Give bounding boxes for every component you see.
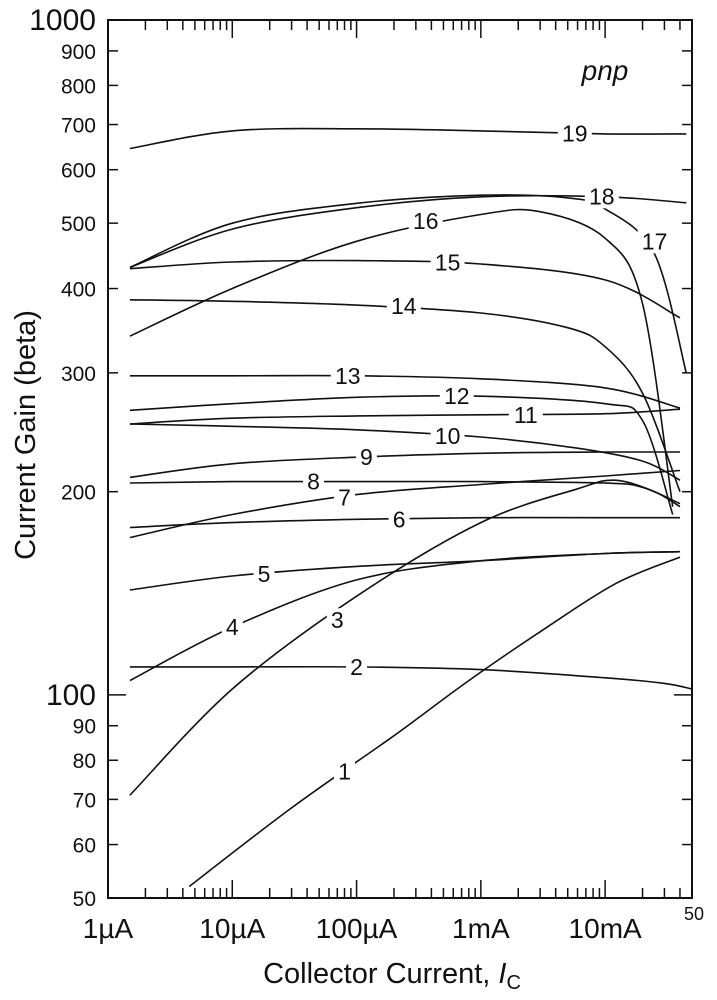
curve-label-bg — [508, 402, 543, 427]
curve-5 — [129, 550, 681, 591]
y-tick-label: 200 — [61, 482, 96, 505]
y-tick-label: 800 — [61, 75, 96, 98]
curve-label-14: 14 — [391, 293, 417, 319]
x-tick-label: 10µA — [199, 913, 265, 944]
y-tick-label: 500 — [61, 213, 96, 236]
curve-label-bg — [253, 562, 275, 587]
curve-label-bg — [408, 208, 443, 233]
y-tick-label: 50 — [73, 888, 96, 911]
curve-label-bg — [221, 615, 243, 640]
gain-curves — [129, 127, 693, 888]
curve-label-4: 4 — [226, 614, 239, 640]
y-tick-label: 1000 — [29, 4, 96, 37]
curve-17 — [129, 194, 688, 374]
curve-label-bg — [334, 759, 356, 784]
y-tick-label: 80 — [73, 750, 96, 773]
curve-label-bg — [430, 423, 465, 448]
y-tick-label: 900 — [61, 41, 96, 64]
curve-1 — [188, 556, 681, 888]
curve-label-1: 1 — [338, 758, 351, 784]
curve-label-bg — [637, 229, 672, 254]
curve-label-bg — [302, 469, 324, 494]
curve-label-11: 11 — [514, 402, 538, 428]
curve-15 — [129, 259, 681, 319]
curve-label-bg — [386, 293, 421, 318]
plot-frame — [107, 19, 693, 899]
curve-2 — [129, 665, 693, 690]
curve-label-bg — [557, 121, 592, 146]
curve-label-8: 8 — [307, 469, 320, 495]
curve-label-bg — [334, 485, 356, 510]
curve-7 — [129, 469, 681, 539]
curve-13 — [129, 374, 681, 409]
curve-14 — [129, 299, 681, 492]
curve-label-bg — [584, 184, 619, 209]
x-tick-label: 1µA — [83, 913, 134, 944]
curve-label-19: 19 — [562, 120, 588, 146]
curve-label-bg — [346, 654, 368, 679]
curve-label-16: 16 — [413, 208, 439, 234]
curve-16 — [129, 208, 674, 507]
y-tick-label: 70 — [73, 789, 96, 812]
y-tick-label: 300 — [61, 363, 96, 386]
x-tick-label: 50 — [684, 904, 704, 924]
y-tick-label: 700 — [61, 115, 96, 138]
curve-label-bg — [326, 608, 348, 633]
x-tick-label: 1mA — [452, 913, 510, 944]
curve-label-17: 17 — [642, 228, 668, 254]
curve-8 — [129, 480, 681, 505]
curve-label-7: 7 — [338, 485, 351, 511]
curve-label-2: 2 — [350, 654, 363, 680]
y-tick-label: 400 — [61, 279, 96, 302]
y-tick-label: 100 — [46, 679, 96, 712]
curve-label-bg — [330, 363, 365, 388]
axis-ticks — [107, 19, 693, 899]
y-tick-label: 600 — [61, 160, 96, 183]
curve-label-bg — [355, 445, 377, 470]
x-tick-label: 10mA — [569, 913, 642, 944]
curve-label-10: 10 — [435, 423, 461, 449]
x-axis-label-sub: C — [506, 972, 520, 994]
curve-label-bg — [388, 507, 410, 532]
curve-label-15: 15 — [435, 250, 461, 276]
curve-label-6: 6 — [393, 506, 406, 532]
x-axis-label-text: Collector Current, — [263, 958, 498, 990]
curve-label-9: 9 — [360, 444, 373, 470]
x-tick-label: 100µA — [316, 913, 398, 944]
curve-label-18: 18 — [589, 183, 615, 209]
panel-label: pnp — [581, 55, 629, 86]
x-axis-label: Collector Current, IC — [263, 958, 521, 994]
y-tick-label: 90 — [73, 716, 96, 739]
curve-11 — [129, 408, 681, 425]
curve-label-bg — [439, 384, 474, 409]
curve-label-bg — [430, 250, 465, 275]
curve-label-5: 5 — [258, 561, 271, 587]
curve-10 — [129, 423, 681, 481]
curve-label-13: 13 — [335, 363, 361, 389]
curve-label-12: 12 — [444, 383, 470, 409]
x-axis-label-var: I — [498, 958, 506, 990]
curve-label-3: 3 — [331, 607, 344, 633]
y-axis-label: Current Gain (beta) — [10, 310, 42, 560]
curve-4 — [129, 550, 681, 682]
curve-19 — [129, 127, 687, 150]
curve-9 — [129, 451, 681, 479]
y-tick-label: 60 — [73, 835, 96, 858]
axis-tick-labels: 50 60 70 80 90 100 200 300 400 500 600 700 800 900 100… — [29, 4, 704, 944]
